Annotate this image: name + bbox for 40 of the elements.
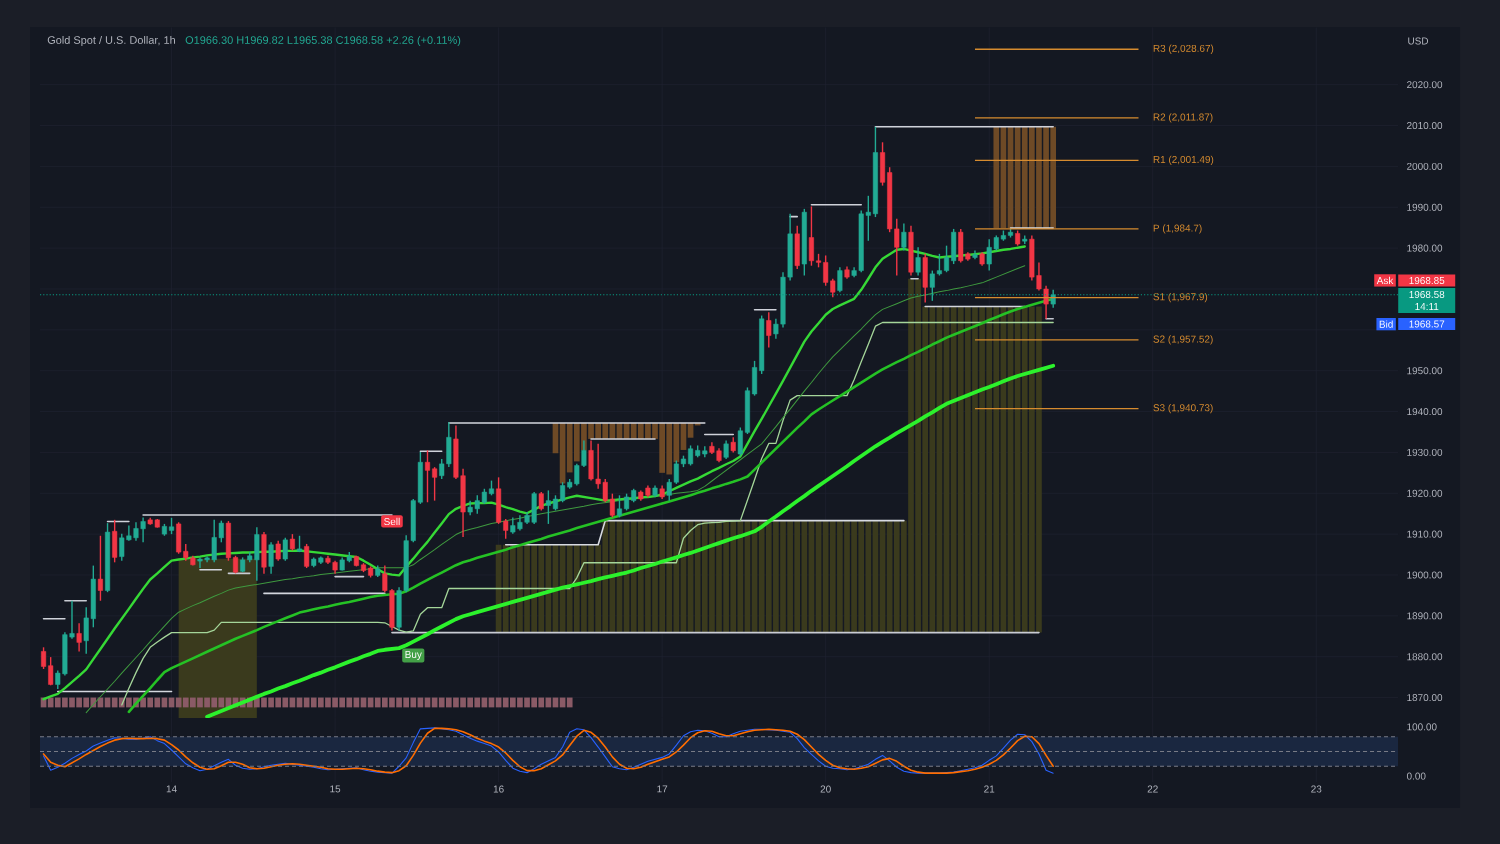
y-tick-label: 2010.00 <box>1407 122 1443 130</box>
y-tick-label: 100.00 <box>1407 723 1437 731</box>
ref-line-label: S1 (1,967.9) <box>1153 292 1208 303</box>
ref-line-label: P (1,984.7) <box>1153 224 1202 234</box>
y-tick-label: 2020.00 <box>1407 81 1443 89</box>
y-axis-title: USD <box>1408 37 1429 45</box>
ref-line-label: R3 (2,028.67) <box>1153 44 1214 54</box>
x-tick-label: 21 <box>984 785 995 793</box>
ref-line-label: S2 (1,957.52) <box>1153 335 1213 345</box>
x-tick-label: 23 <box>1311 785 1322 793</box>
x-tick-label: 20 <box>820 785 831 793</box>
y-tick-label: 1890.00 <box>1407 612 1443 620</box>
annotation: Ask <box>1376 276 1394 285</box>
y-tick-label: 1900.00 <box>1407 571 1443 579</box>
text: 14:11 <box>1415 303 1439 310</box>
y-tick-label: 1870.00 <box>1407 694 1443 702</box>
x-tick-label: 15 <box>330 785 341 793</box>
y-tick-label: 1980.00 <box>1407 244 1443 252</box>
y-tick-label: 1950.00 <box>1407 367 1443 375</box>
x-tick-label: 16 <box>493 785 504 793</box>
annotation: Bid <box>1379 320 1393 328</box>
y-tick-label: 2000.00 <box>1407 162 1443 170</box>
ref-line-label: S3 (1,940.73) <box>1153 403 1213 414</box>
ref-line-label: 1968.58 <box>1409 290 1445 299</box>
y-tick-label: 1920.00 <box>1407 489 1443 497</box>
ref-line-label: R2 (2,011.87) <box>1153 113 1213 123</box>
ref-line-label: R1 (2,001.49) <box>1153 155 1214 165</box>
text: Gold Spot / U.S. Dollar, 1h <box>47 35 175 47</box>
y-tick-label: 0.00 <box>1406 772 1426 780</box>
y-tick-label: 1910.00 <box>1407 530 1443 538</box>
y-tick-label: 1990.00 <box>1407 203 1443 211</box>
text: 1968.57 <box>1409 320 1445 328</box>
text: O1966.30 H1969.82 L1965.38 C1968.58 +2.26 (+0.11%) <box>185 35 461 47</box>
x-tick-label: 14 <box>166 785 177 793</box>
x-tick-label: 17 <box>657 785 668 793</box>
text: 1968.85 <box>1409 277 1445 285</box>
x-tick-label: 22 <box>1147 785 1158 793</box>
y-tick-label: 1940.00 <box>1407 408 1443 416</box>
y-tick-label: 1880.00 <box>1407 653 1443 661</box>
y-tick-label: 1930.00 <box>1407 448 1443 456</box>
